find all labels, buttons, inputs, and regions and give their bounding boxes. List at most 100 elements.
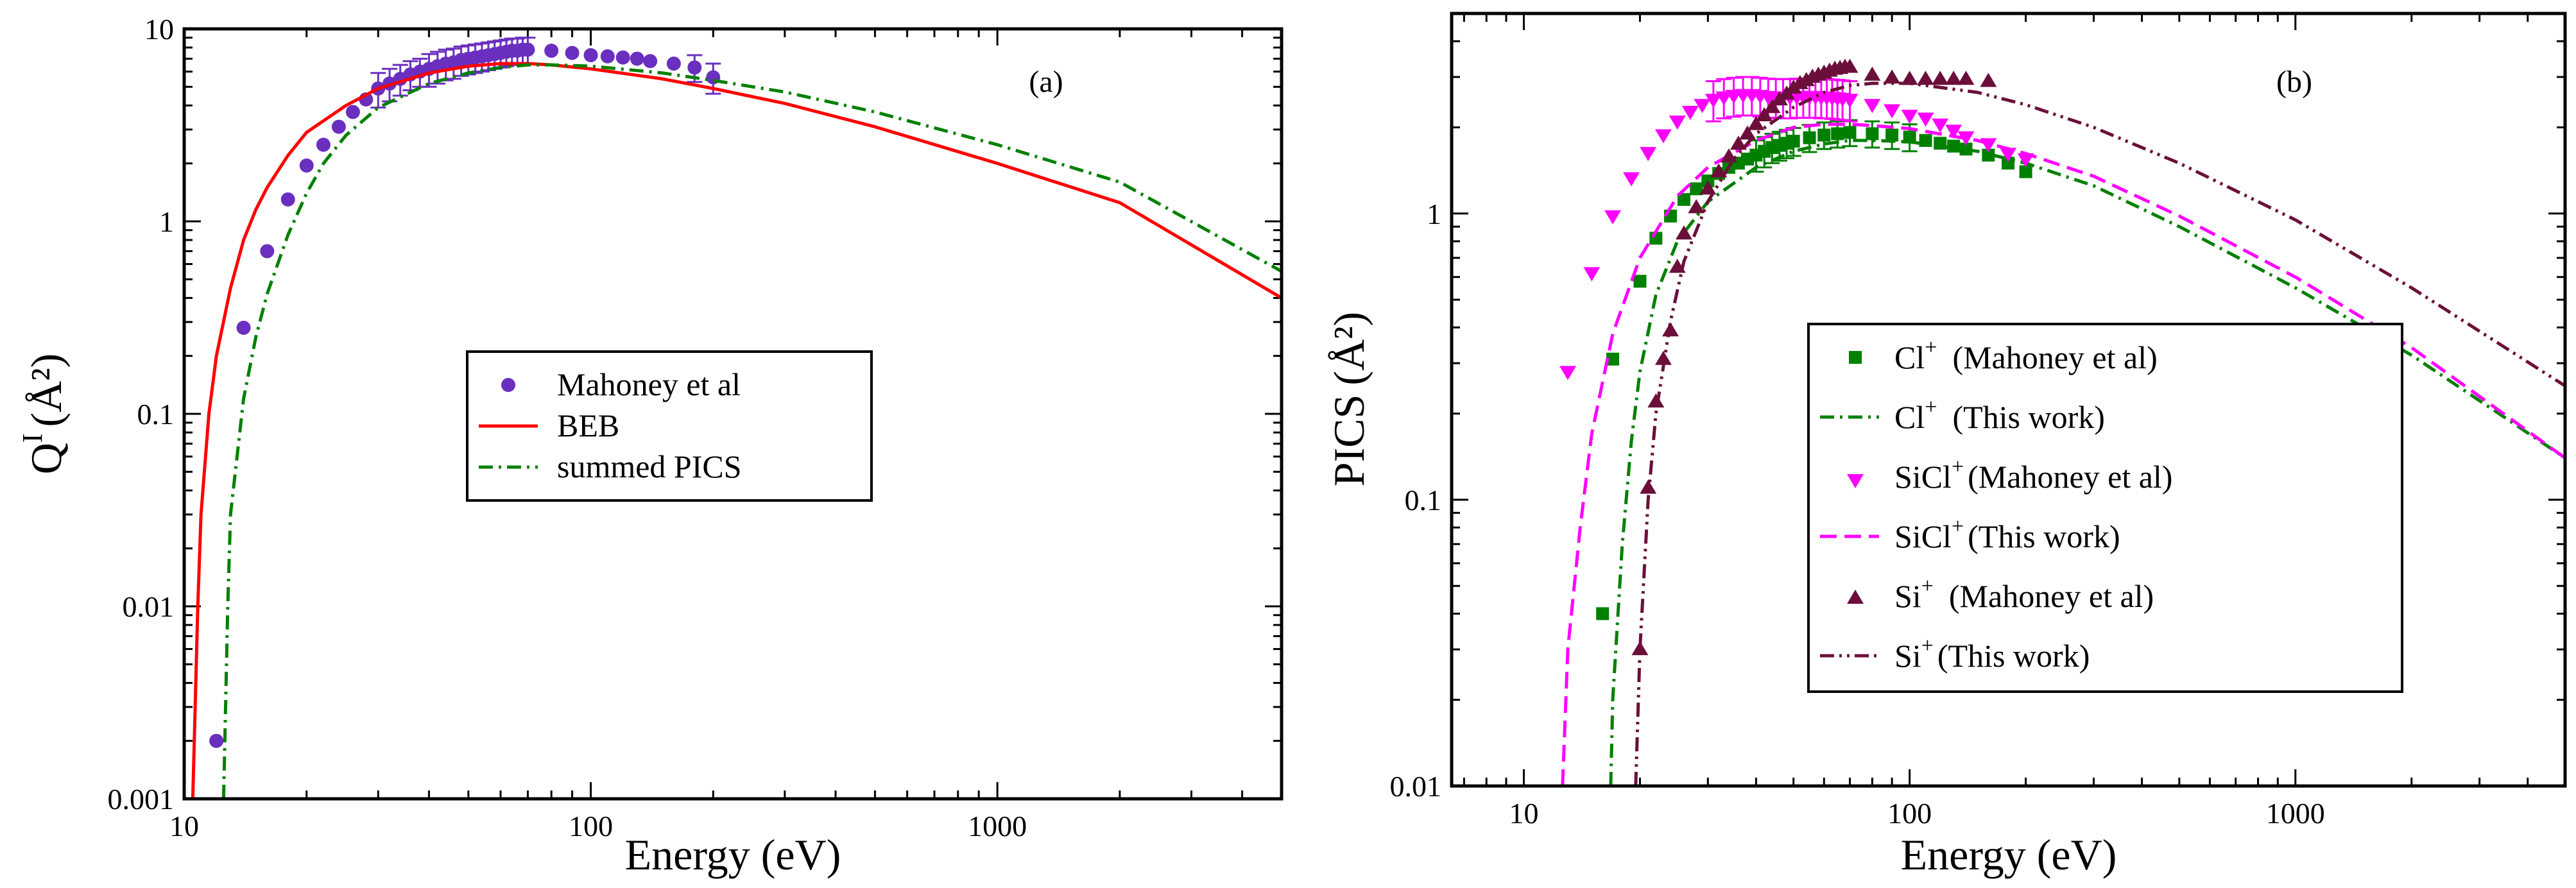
data-point bbox=[1583, 267, 1601, 282]
plot-frame bbox=[1450, 12, 2567, 788]
legend-label: BEB bbox=[557, 407, 619, 443]
x-tick-label: 1000 bbox=[2266, 797, 2325, 830]
legend-item-beb: BEB bbox=[479, 407, 619, 443]
legend-label: summed PICS bbox=[557, 448, 742, 484]
data-point bbox=[1739, 125, 1756, 140]
data-point bbox=[600, 49, 615, 64]
data-point bbox=[1747, 115, 1765, 130]
series-layer bbox=[1559, 58, 2565, 786]
series-summed-pics bbox=[221, 63, 1282, 799]
y-axis-label-main: PICS bbox=[1325, 395, 1373, 487]
data-point bbox=[1730, 135, 1747, 150]
y-axis-label-sup: I bbox=[17, 434, 48, 443]
legend-ion: Cl bbox=[1894, 399, 1925, 435]
legend-label: (This work) bbox=[1937, 638, 2090, 674]
data-point bbox=[630, 51, 644, 66]
data-point bbox=[2002, 157, 2015, 170]
svg-text:SiCl+(This work): SiCl+ (This work) bbox=[1894, 515, 2120, 554]
y-tick-label: 10 bbox=[144, 13, 174, 46]
svg-text:Cl+(This work): Cl+ (This work) bbox=[1894, 395, 2105, 435]
data-point bbox=[643, 54, 658, 69]
y-tick-label: 0.01 bbox=[123, 590, 175, 623]
data-point bbox=[1864, 66, 1881, 81]
data-point bbox=[1787, 135, 1800, 148]
series-line bbox=[191, 62, 1282, 799]
series-Cl-this-work bbox=[1609, 139, 2565, 786]
data-point bbox=[1917, 71, 1934, 85]
svg-text:Si+(This work): Si+ (This work) bbox=[1894, 634, 2090, 674]
legend-ion: Cl bbox=[1894, 339, 1925, 375]
svg-text:QI(Å²): QI (Å²) bbox=[17, 354, 71, 475]
data-point bbox=[1764, 99, 1781, 114]
y-tick-label: 0.001 bbox=[108, 783, 175, 815]
data-point bbox=[1947, 139, 1961, 153]
data-point bbox=[1633, 275, 1647, 288]
legend-ion-sup: + bbox=[1952, 455, 1964, 479]
y-axis-label-unit: (Å²) bbox=[22, 354, 71, 427]
series-line bbox=[1634, 81, 2565, 786]
svg-text:Cl+(Mahoney et al): Cl+ (Mahoney et al) bbox=[1894, 336, 2158, 375]
data-point bbox=[1559, 366, 1576, 380]
data-point bbox=[666, 56, 681, 71]
y-tick-label: 0.1 bbox=[137, 398, 175, 431]
data-point bbox=[1690, 182, 1703, 196]
data-point bbox=[1596, 607, 1610, 620]
data-point bbox=[1957, 131, 1975, 146]
tick-labels: 10 100 1000 0.01 0.1 1 bbox=[1390, 198, 2325, 830]
legend-box bbox=[1807, 323, 2403, 693]
data-point bbox=[280, 192, 295, 207]
legend-item-sicl-this-work: SiCl+ (This work) bbox=[1820, 515, 2120, 554]
data-point bbox=[1945, 71, 1962, 85]
legend-ion: Si bbox=[1894, 578, 1921, 614]
legend-label: (This work) bbox=[1968, 518, 2120, 554]
data-point bbox=[1699, 180, 1717, 195]
data-point bbox=[2019, 165, 2032, 178]
data-point bbox=[1623, 172, 1640, 187]
data-point bbox=[1640, 479, 1657, 494]
legend-ion: Si bbox=[1894, 638, 1921, 674]
legend-ion-sup: + bbox=[1921, 574, 1934, 598]
y-axis-label: PICS (Å²) bbox=[1325, 312, 1373, 486]
x-tick-label: 100 bbox=[569, 810, 613, 842]
legend-label: (Mahoney et al) bbox=[1968, 459, 2172, 495]
legend-label: (Mahoney et al) bbox=[1952, 339, 2157, 375]
legend-ion-sup: + bbox=[1921, 634, 1934, 658]
data-point bbox=[1654, 129, 1672, 144]
x-tick-label: 10 bbox=[169, 810, 199, 842]
data-point bbox=[1901, 110, 1918, 124]
legend-item-summed-pics: summed PICS bbox=[479, 448, 742, 484]
legend-label: Mahoney et al bbox=[557, 366, 741, 402]
data-point bbox=[1932, 118, 1949, 133]
data-point bbox=[1980, 73, 1997, 87]
data-point bbox=[583, 48, 598, 63]
data-point bbox=[1841, 94, 1859, 108]
legend-ion: SiCl bbox=[1894, 518, 1952, 554]
data-point bbox=[1675, 225, 1692, 240]
legend-item-cl-mahoney: Cl+ (Mahoney et al) bbox=[1849, 336, 2158, 375]
data-point bbox=[1885, 128, 1899, 142]
data-point bbox=[1604, 210, 1622, 225]
data-point bbox=[687, 60, 702, 75]
data-point bbox=[1817, 128, 1831, 142]
data-point bbox=[1866, 127, 1879, 141]
svg-text:SiCl+(Mahoney et al): SiCl+ (Mahoney et al) bbox=[1894, 455, 2172, 495]
data-point bbox=[1669, 115, 1686, 130]
data-point bbox=[1669, 259, 1686, 273]
data-point bbox=[1864, 99, 1881, 114]
y-axis-label-unit: (Å²) bbox=[1325, 312, 1373, 386]
data-point bbox=[1884, 69, 1901, 84]
data-point bbox=[1841, 58, 1859, 73]
series-Cl-mahoney-et-al bbox=[1596, 119, 2032, 620]
legend-ion: SiCl bbox=[1894, 459, 1952, 495]
data-point bbox=[209, 733, 224, 748]
legend-item-mahoney: Mahoney et al bbox=[501, 366, 741, 402]
data-point bbox=[1901, 71, 1918, 85]
legend-ion-sup: + bbox=[1952, 515, 1964, 538]
data-point bbox=[331, 119, 346, 134]
data-point bbox=[299, 158, 314, 173]
data-point bbox=[1903, 130, 1916, 144]
legend-marker bbox=[501, 378, 515, 392]
legend-marker bbox=[1849, 351, 1862, 364]
x-tick-label: 100 bbox=[1887, 797, 1932, 830]
